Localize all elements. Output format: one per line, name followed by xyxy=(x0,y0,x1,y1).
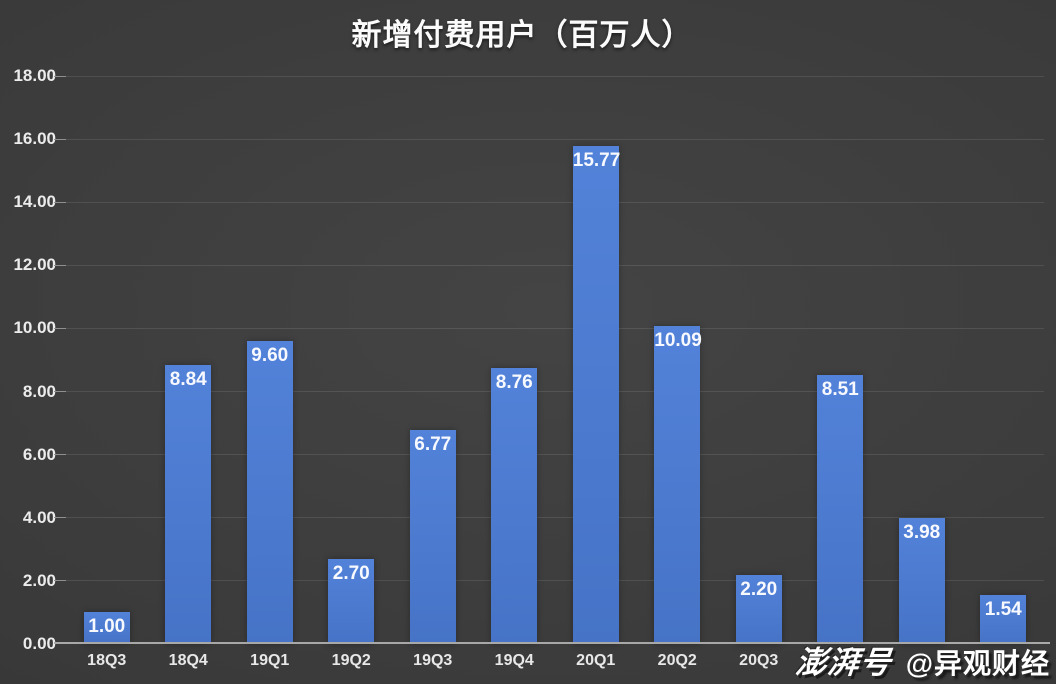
bar-value-label: 8.51 xyxy=(821,379,859,401)
y-axis-tick xyxy=(54,580,66,582)
x-axis-label xyxy=(881,652,963,670)
chart-title: 新增付费用户（百万人） xyxy=(351,19,693,52)
gridline xyxy=(66,138,1044,140)
bar-slot: 8.76 xyxy=(474,76,556,644)
gridline xyxy=(66,201,1044,203)
x-axis-label: 19Q3 xyxy=(413,652,453,669)
y-axis-label: 8.00 xyxy=(22,381,56,401)
bar-series: 1.00 8.84 9.60 2.70 6.77 8.76 15.77 10.09 2.20 8.… xyxy=(66,76,1044,644)
y-axis-label: 2.00 xyxy=(22,570,56,590)
bar-slot: 8.84 xyxy=(148,76,230,644)
gridline xyxy=(66,517,1044,519)
y-axis-label: 10.00 xyxy=(13,318,56,338)
bar-hidden-11: 1.54 xyxy=(980,595,1027,644)
bar-slot: 1.00 xyxy=(66,76,148,644)
bar-value-label: 2.20 xyxy=(740,578,778,600)
y-axis-label: 6.00 xyxy=(22,444,56,464)
x-axis: 18Q3 18Q4 19Q1 19Q2 19Q3 19Q4 20Q1 20Q2 20Q3 xyxy=(66,652,1044,670)
bar-value-label: 3.98 xyxy=(903,522,941,544)
bar-18Q4: 8.84 xyxy=(165,365,212,644)
bar-value-label: 8.84 xyxy=(169,369,207,391)
bar-value-label: 6.77 xyxy=(414,434,452,456)
x-axis-label: 20Q3 xyxy=(739,652,779,669)
y-axis-tick xyxy=(54,75,66,77)
x-axis-label: 18Q4 xyxy=(168,652,208,669)
bar-slot: 15.77 xyxy=(555,76,637,644)
bar-value-label: 15.77 xyxy=(572,150,621,172)
x-axis-label: 20Q2 xyxy=(657,652,697,669)
y-axis-label: 14.00 xyxy=(13,192,56,212)
y-axis-label: 18.00 xyxy=(13,66,56,85)
bar-value-label: 10.09 xyxy=(654,329,702,351)
y-axis-label: 16.00 xyxy=(13,129,56,149)
gridline xyxy=(66,264,1044,266)
bar-19Q4: 8.76 xyxy=(491,367,538,644)
bar-slot: 8.51 xyxy=(800,76,882,644)
x-axis-line xyxy=(54,642,1050,644)
y-axis-label: 12.00 xyxy=(13,255,56,275)
x-axis-label: 19Q1 xyxy=(250,652,290,669)
bar-slot: 9.60 xyxy=(229,76,311,644)
y-axis-tick xyxy=(54,391,66,393)
y-axis-tick xyxy=(54,138,66,140)
bar-18Q3: 1.00 xyxy=(83,612,130,644)
plot-area: 1.00 8.84 9.60 2.70 6.77 8.76 15.77 10.09 2.20 8.… xyxy=(54,75,1044,644)
bar-value-label: 1.54 xyxy=(984,599,1022,621)
bar-slot: 2.70 xyxy=(311,76,393,644)
bar-slot: 3.98 xyxy=(881,76,963,644)
y-axis-tick xyxy=(54,454,66,456)
bar-value-label: 2.70 xyxy=(332,562,370,584)
bar-19Q1: 9.60 xyxy=(246,341,293,644)
y-axis-label: 0.00 xyxy=(22,634,56,653)
bar-19Q2: 2.70 xyxy=(328,558,375,644)
gridline xyxy=(66,391,1044,393)
x-axis-label: 18Q3 xyxy=(87,652,127,669)
bar-value-label: 1.00 xyxy=(88,616,126,638)
gridline xyxy=(66,75,1044,77)
gridline xyxy=(66,580,1044,582)
bar-hidden-9: 8.51 xyxy=(817,375,864,644)
y-axis-tick xyxy=(54,201,66,203)
y-axis-tick xyxy=(54,517,66,519)
bar-slot: 2.20 xyxy=(718,76,800,644)
y-axis: 0.00 2.00 4.00 6.00 8.00 10.00 12.00 14.00 16.00… xyxy=(0,66,56,653)
bar-19Q3: 6.77 xyxy=(409,430,456,644)
y-axis-tick xyxy=(54,264,66,266)
x-axis-label xyxy=(963,652,1045,670)
bar-value-label: 9.60 xyxy=(251,345,289,367)
x-axis-label: 20Q1 xyxy=(576,652,616,669)
bar-20Q2: 10.09 xyxy=(654,325,702,644)
bar-value-label: 8.76 xyxy=(495,371,533,393)
bar-hidden-10: 3.98 xyxy=(898,518,945,644)
x-axis-label xyxy=(800,652,882,670)
x-axis-label: 19Q4 xyxy=(494,652,534,669)
bar-slot: 6.77 xyxy=(392,76,474,644)
bar-slot: 10.09 xyxy=(637,76,719,644)
bar-20Q3: 2.20 xyxy=(735,574,782,644)
bar-20Q1: 15.77 xyxy=(572,146,621,644)
gridline xyxy=(66,454,1044,456)
y-axis-label: 4.00 xyxy=(22,507,56,527)
x-axis-label: 19Q2 xyxy=(331,652,371,669)
bar-slot: 1.54 xyxy=(963,76,1045,644)
gridline xyxy=(66,327,1044,329)
y-axis-tick xyxy=(54,327,66,329)
